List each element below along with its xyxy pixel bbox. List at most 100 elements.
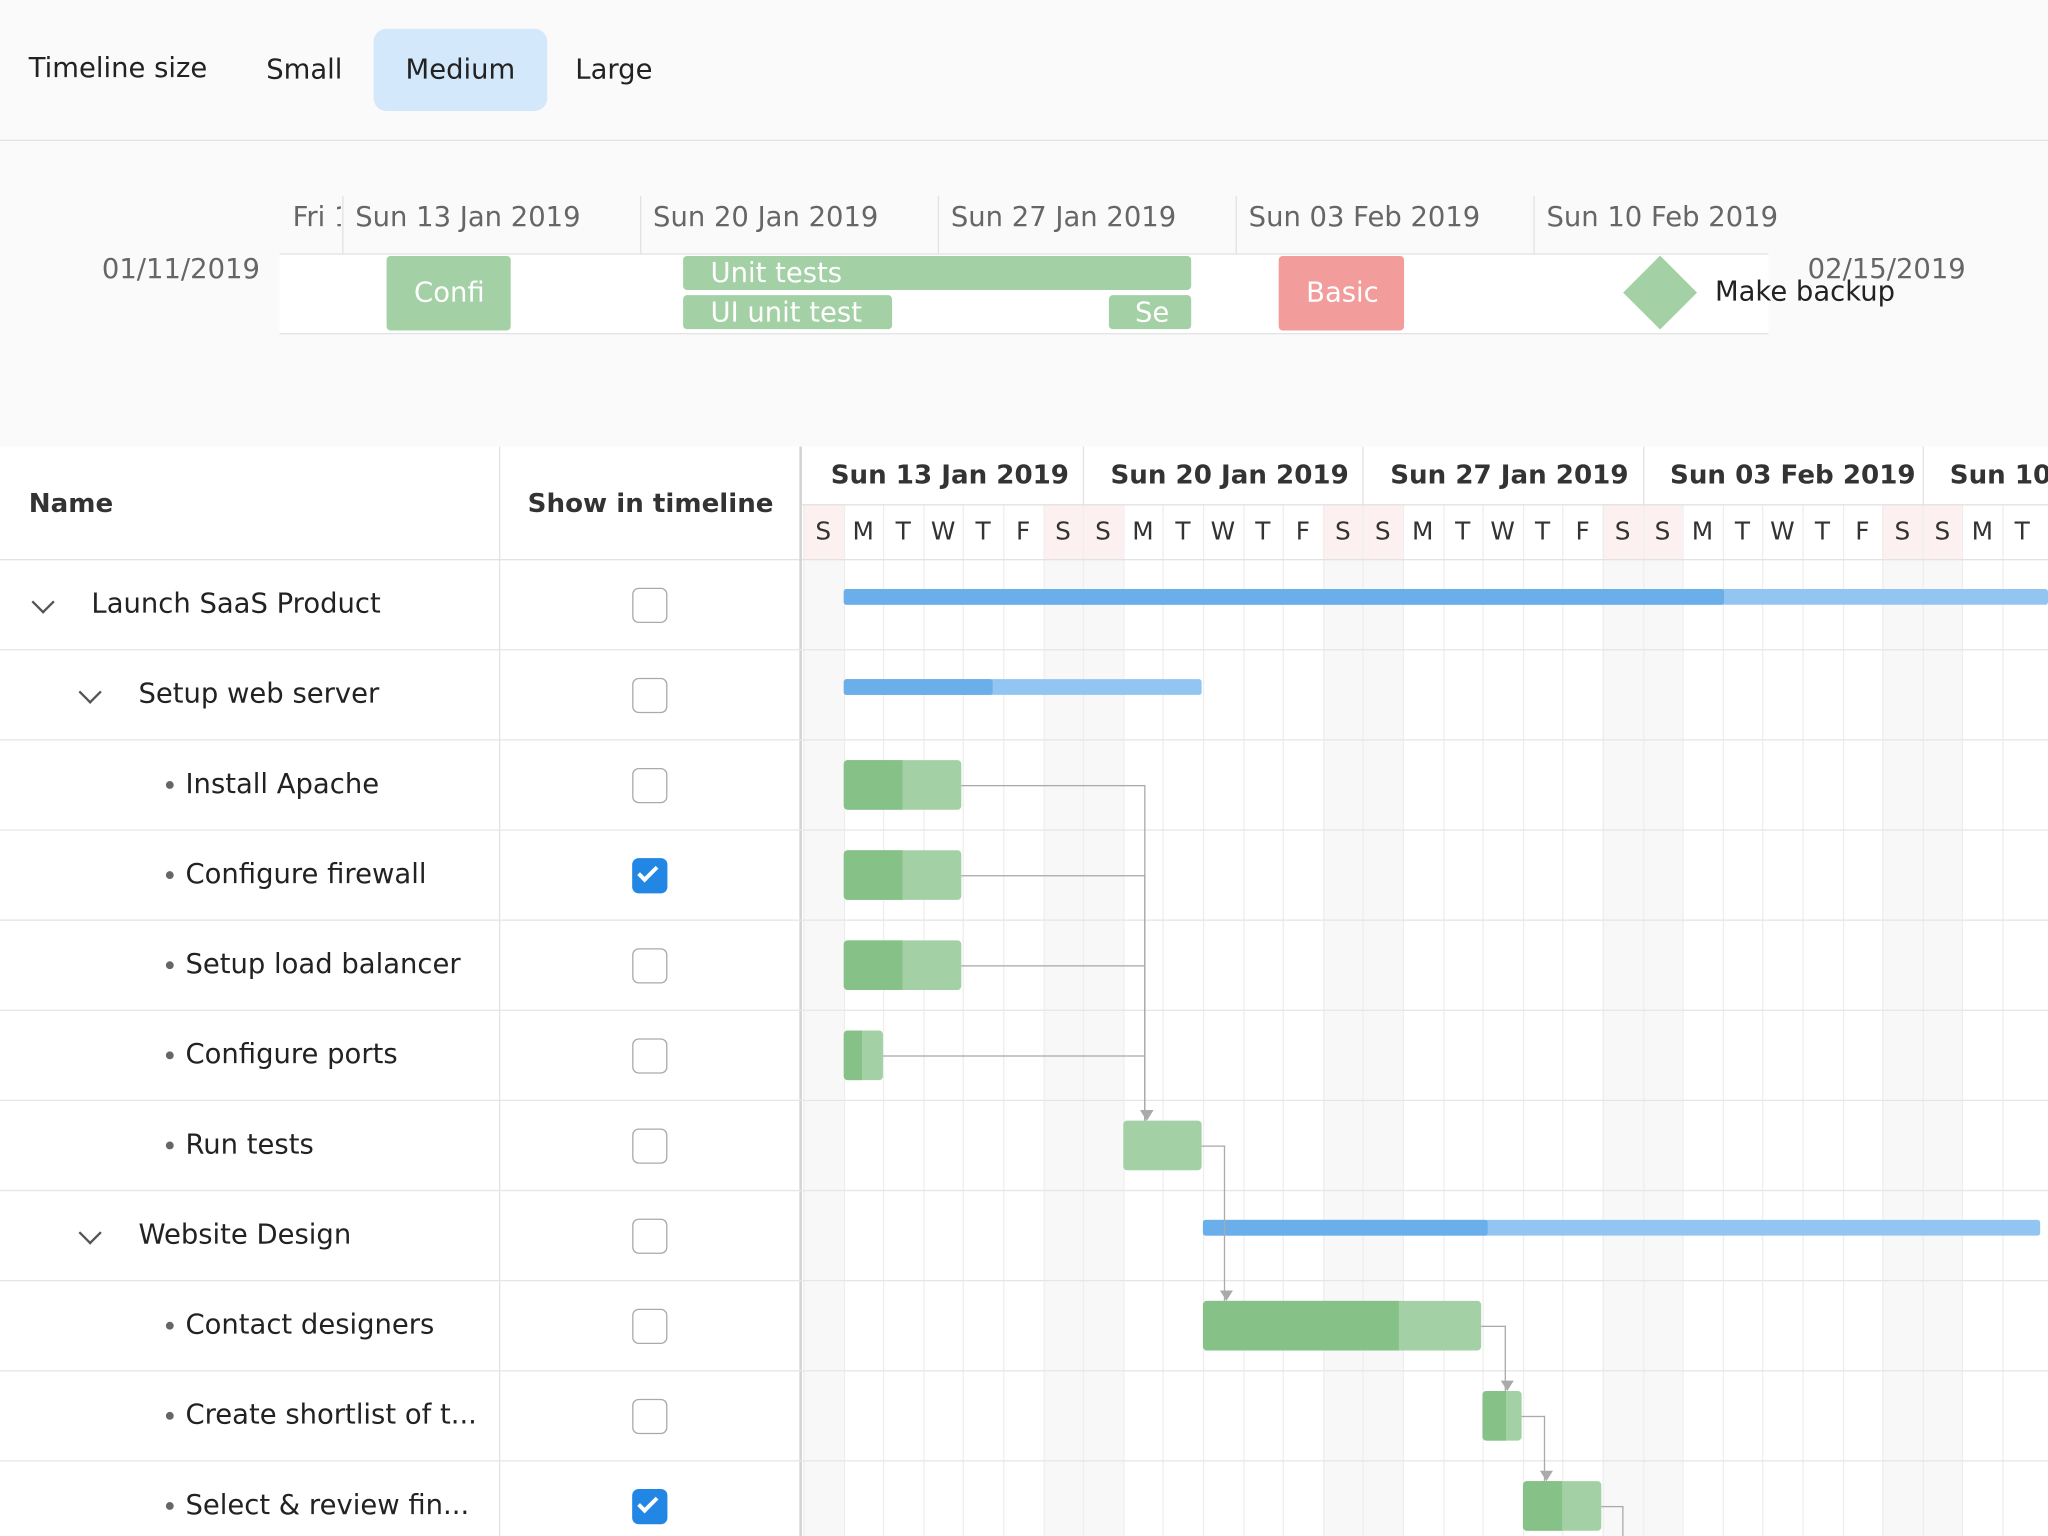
checkbox[interactable] [632, 1488, 668, 1525]
checkbox[interactable] [632, 858, 668, 894]
row-line [0, 1279, 2048, 1282]
day-line [1402, 504, 1405, 1536]
day-label: T [1734, 517, 1751, 546]
task-progress [1482, 1391, 1506, 1441]
task-name: Launch SaaS Product [91, 587, 381, 620]
dependency-line [1201, 1145, 1226, 1301]
row-line [0, 1189, 2048, 1192]
week-divider [1922, 446, 1924, 505]
week-divider [1642, 446, 1644, 505]
column-header: Name [28, 487, 114, 519]
task-progress [843, 850, 903, 900]
task-name: Setup load balancer [185, 948, 461, 980]
row-line [0, 829, 2048, 831]
timeline-end: 02/15/2019 [1807, 253, 1966, 285]
size-option[interactable]: Large [575, 53, 653, 85]
weekend-column [1922, 560, 1963, 1536]
timeline-divider [342, 195, 344, 254]
day-label: M [1132, 517, 1154, 546]
expand-toggle[interactable] [78, 1221, 102, 1245]
column-divider [498, 446, 501, 1536]
day-label: S [1654, 517, 1671, 546]
weekend-column [1322, 560, 1363, 1536]
day-label: W [1490, 517, 1515, 546]
day-label: M [1412, 517, 1434, 546]
checkbox[interactable] [632, 948, 668, 984]
dependency-line [882, 1055, 1146, 1121]
timeline-item: Make backup [1714, 275, 1896, 307]
week-label: Sun 10 [1949, 458, 2048, 490]
day-label: S [1934, 517, 1951, 546]
timeline-area [279, 253, 1769, 335]
weekend-header [1322, 504, 1363, 560]
day-line [923, 504, 925, 1536]
task-name: Configure ports [185, 1038, 398, 1070]
dependency-arrow [1500, 1380, 1514, 1392]
checkbox[interactable] [632, 1128, 668, 1164]
day-line [1842, 504, 1844, 1536]
day-label: F [1575, 517, 1590, 546]
day-label: S [1894, 517, 1911, 546]
timeline-item: UI unit test [683, 295, 893, 330]
weekend-header [1083, 504, 1123, 560]
timeline-header: Sun 20 Jan 2019 [653, 201, 879, 233]
weekend-column [1602, 560, 1643, 1536]
row-line [0, 919, 2048, 921]
task-name: Website Design [138, 1218, 352, 1250]
day-line [1922, 504, 1924, 1536]
day-label: W [1210, 517, 1236, 546]
day-line [803, 504, 805, 1536]
day-label: M [1691, 517, 1714, 546]
day-line [1602, 504, 1604, 1536]
timeline-header: Sun 10 Feb 2019 [1546, 201, 1779, 233]
row-line [0, 649, 2048, 651]
day-line [1442, 504, 1445, 1536]
task-name: Contact designers [185, 1308, 435, 1341]
expand-toggle[interactable] [78, 680, 102, 704]
day-line [1642, 504, 1644, 1536]
task-name: Setup web server [138, 677, 380, 710]
size-option[interactable]: Medium [373, 28, 548, 112]
timeline-header: Sun 27 Jan 2019 [950, 201, 1177, 233]
checkbox[interactable] [632, 1218, 668, 1254]
size-option[interactable]: Small [266, 53, 343, 85]
column-header: Show in timeline [527, 487, 774, 519]
weekend-header [1642, 504, 1683, 560]
timeline-item: Unit tests [683, 255, 1192, 290]
day-label: T [895, 517, 911, 546]
day-line [1682, 504, 1684, 1536]
checkbox[interactable] [632, 1308, 668, 1344]
bullet [165, 961, 174, 970]
checkbox[interactable] [632, 677, 668, 714]
task-progress [1522, 1481, 1563, 1531]
day-line [1762, 504, 1764, 1536]
task-name: Create shortlist of t... [185, 1398, 477, 1431]
day-label: T [1535, 517, 1551, 546]
week-label: Sun 03 Feb 2019 [1669, 458, 1916, 490]
day-line [1522, 504, 1524, 1536]
checkbox[interactable] [632, 1398, 668, 1435]
dependency-line [1601, 1505, 1624, 1536]
timeline-divider [937, 195, 940, 254]
day-label: W [930, 517, 956, 546]
day-label: T [1255, 517, 1271, 546]
weekend-header [803, 504, 844, 560]
day-line [1562, 504, 1564, 1536]
timeline-divider [1235, 195, 1237, 254]
timeline-divider [639, 195, 642, 254]
expand-toggle[interactable] [31, 590, 55, 614]
checkbox[interactable] [632, 767, 668, 804]
checkbox[interactable] [632, 587, 668, 624]
grid-header [0, 447, 802, 561]
checkbox[interactable] [632, 1038, 668, 1074]
day-label: S [1055, 517, 1071, 546]
day-line [1722, 504, 1724, 1536]
weekend-column [803, 560, 844, 1536]
toolbar-label: Timeline size [28, 52, 208, 84]
bullet [165, 1321, 174, 1330]
bullet [165, 781, 174, 789]
task-name: Install Apache [185, 767, 380, 800]
timeline-header: Sun 13 Jan 2019 [355, 201, 581, 233]
